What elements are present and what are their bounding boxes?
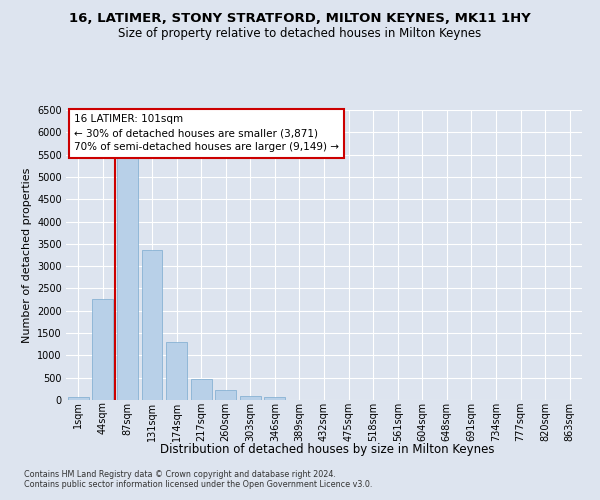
- Text: Distribution of detached houses by size in Milton Keynes: Distribution of detached houses by size …: [160, 442, 494, 456]
- Bar: [117, 158, 138, 400]
- Text: 16 LATIMER: 101sqm
← 30% of detached houses are smaller (3,871)
70% of semi-deta: 16 LATIMER: 101sqm ← 30% of detached hou…: [74, 114, 339, 152]
- Bar: [265, 398, 286, 400]
- Bar: [166, 342, 187, 400]
- Y-axis label: Number of detached properties: Number of detached properties: [22, 168, 32, 342]
- Bar: [191, 378, 212, 400]
- Text: Contains HM Land Registry data © Crown copyright and database right 2024.: Contains HM Land Registry data © Crown c…: [24, 470, 336, 479]
- Bar: [240, 396, 261, 400]
- Text: Size of property relative to detached houses in Milton Keynes: Size of property relative to detached ho…: [118, 28, 482, 40]
- Bar: [215, 390, 236, 400]
- Text: 16, LATIMER, STONY STRATFORD, MILTON KEYNES, MK11 1HY: 16, LATIMER, STONY STRATFORD, MILTON KEY…: [69, 12, 531, 26]
- Text: Contains public sector information licensed under the Open Government Licence v3: Contains public sector information licen…: [24, 480, 373, 489]
- Bar: [142, 250, 163, 400]
- Bar: [92, 298, 113, 400]
- Bar: [68, 397, 89, 400]
